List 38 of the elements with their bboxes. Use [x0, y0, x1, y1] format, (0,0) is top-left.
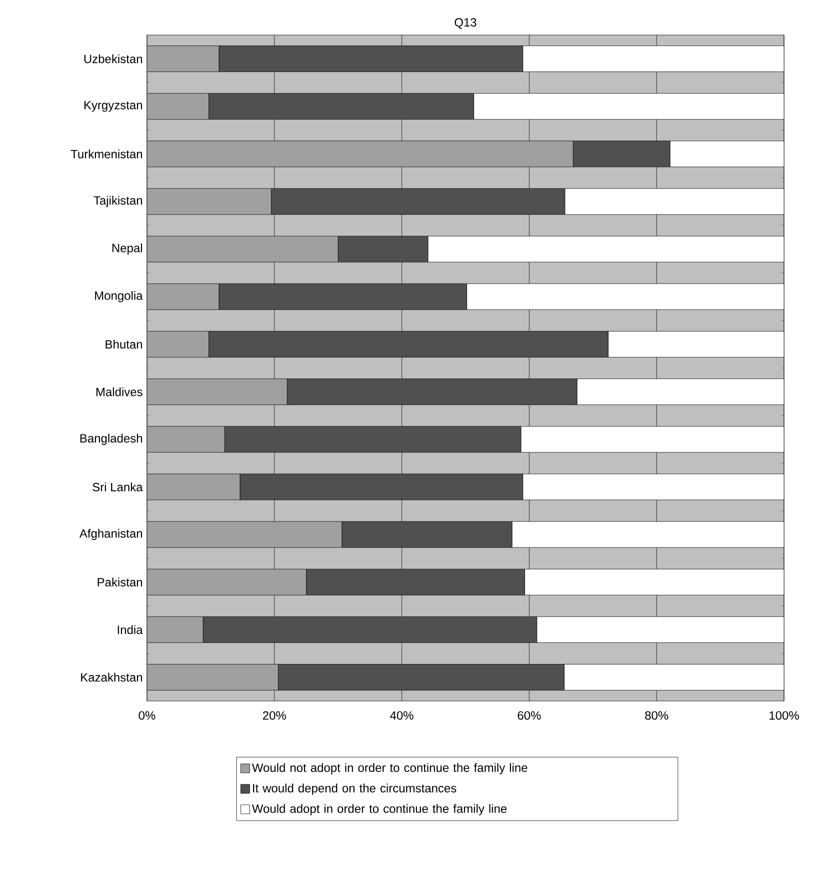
- x-tick-label: 0%: [138, 711, 156, 720]
- legend-label: Would adopt in order to continue the family line: [252, 804, 507, 816]
- bar: [147, 568, 306, 596]
- chart-title: Q13: [454, 18, 476, 29]
- y-tick-label: Kazakhstan: [81, 672, 142, 682]
- y-tick-label: India: [118, 625, 143, 634]
- y-tick-label: Afghanistan: [79, 528, 142, 540]
- x-tick-label: 100%: [770, 711, 799, 720]
- bar: [147, 521, 342, 548]
- x-tick-label: 80%: [645, 711, 668, 720]
- legend-label: It would depend on the circumstances: [253, 784, 456, 795]
- bar: [147, 140, 574, 168]
- bar: [147, 236, 338, 262]
- y-tick-label: Bangladesh: [80, 434, 142, 445]
- y-tick-label: Bhutan: [106, 340, 142, 349]
- y-tick-label: Maldives: [96, 387, 142, 396]
- bar: [147, 188, 272, 215]
- bar: [147, 93, 209, 120]
- y-tick-label: Pakistan: [98, 578, 142, 586]
- bar: [147, 474, 240, 500]
- x-tick-label: 60%: [518, 711, 541, 720]
- legend-label: Would not adopt in order to continue the family line: [252, 763, 528, 774]
- bar: [147, 331, 209, 358]
- bar: [147, 426, 225, 453]
- y-tick-label: Uzbekistan: [84, 54, 142, 64]
- x-tick-label: 20%: [263, 711, 286, 720]
- y-tick-label: Nepal: [112, 243, 142, 255]
- bar: [147, 378, 288, 405]
- y-tick-label: Turkmenistan: [70, 150, 142, 158]
- bar: [147, 46, 220, 72]
- bar: [147, 283, 220, 310]
- bar: [147, 664, 278, 690]
- x-tick-label: 40%: [390, 711, 414, 720]
- y-tick-label: Mongolia: [95, 291, 143, 302]
- y-tick-label: Sri Lanka: [92, 482, 143, 492]
- bar: [147, 616, 204, 643]
- y-tick-label: Tajikistan: [94, 196, 142, 208]
- y-tick-label: Kyrgyzstan: [84, 100, 142, 112]
